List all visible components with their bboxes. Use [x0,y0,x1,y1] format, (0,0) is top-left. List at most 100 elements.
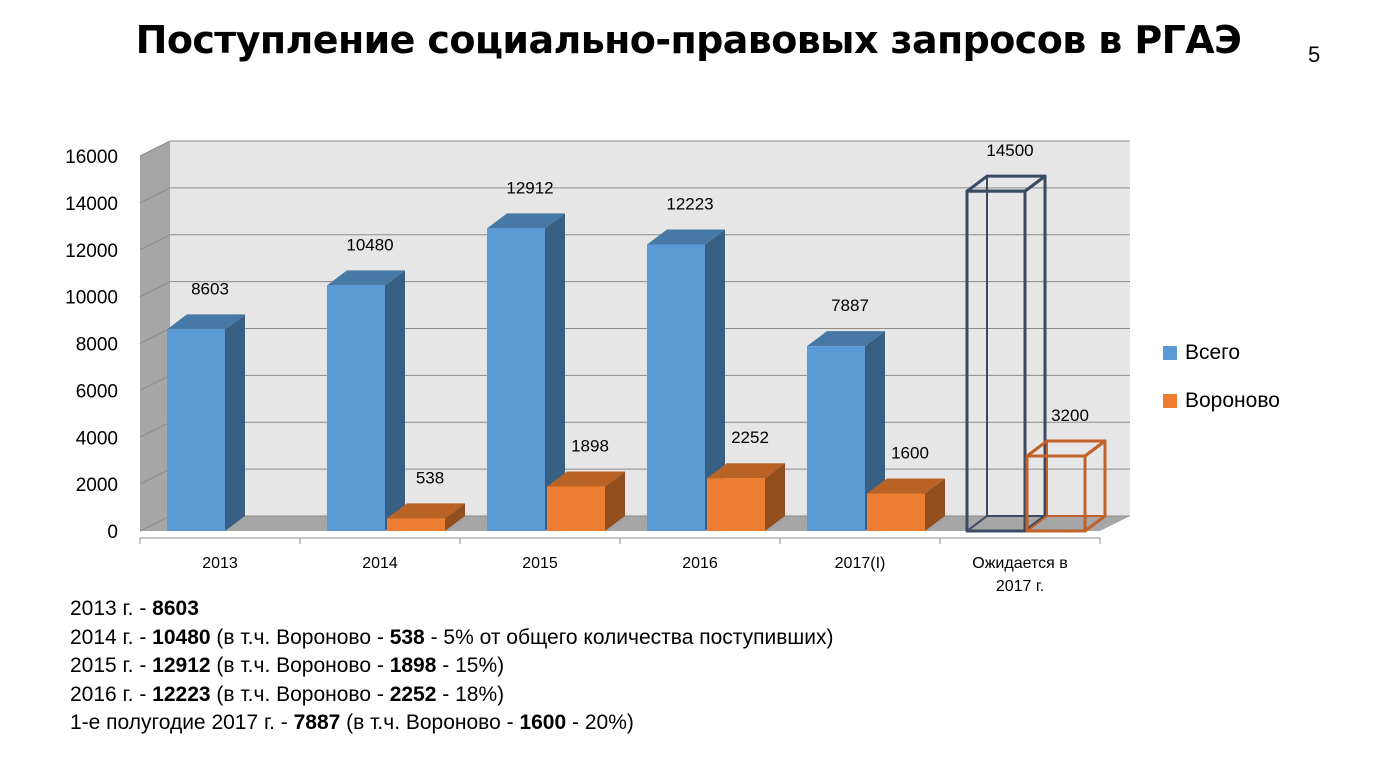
y-tick-label: 2000 [76,475,118,496]
data-label: 538 [416,468,444,487]
note-value: 2252 [389,682,437,706]
page-title: Поступление социально-правовых запросов … [135,18,1242,62]
note-line: 2015 г. - 12912 (в т.ч. Вороново - 1898 … [70,652,833,681]
floor [140,516,1130,531]
note-text: - 5% от общего количества поступивших) [424,625,834,649]
data-label: 10480 [346,235,393,254]
y-tick-label: 4000 [76,428,118,449]
bar-front [387,518,445,531]
x-tick-label: 2014 [362,555,398,572]
legend: Всего Вороново [1163,341,1280,412]
data-label: 3200 [1051,406,1089,425]
bar-front [167,329,225,531]
x-tick-label: 2015 [522,555,558,572]
legend-label: Вороново [1185,389,1280,412]
bar-voronovo [707,463,785,531]
note-text: (в т.ч. Вороново - [340,711,520,734]
gridline [139,234,1130,251]
bar-voronovo [547,471,625,531]
x-tick-label: 2013 [202,555,238,572]
note-line: 1-е полугодие 2017 г. - 7887 (в т.ч. Вор… [70,709,833,738]
y-tick-label: 6000 [76,381,118,402]
legend-label: Всего [1185,341,1240,364]
note-value: 12912 [152,654,211,677]
legend-swatch [1163,394,1177,408]
note-text: (в т.ч. Вороново - [210,682,390,706]
note-text: 2014 г. - [70,625,153,649]
x-tick-label: 2017(I) [835,555,886,572]
note-text: 2016 г. - [70,682,153,706]
bar-top [807,331,885,347]
y-tick-label: 10000 [65,288,118,309]
x-tick-label: 2016 [682,555,718,572]
note-value: 7887 [293,711,341,734]
y-tick-label: 8000 [76,335,118,356]
bar-total [487,213,565,531]
gridline [139,187,1130,204]
bar-top [387,503,465,519]
y-tick-label: 14000 [65,194,118,215]
data-label: 7887 [831,296,869,315]
bar-total [807,331,885,531]
data-label: 1898 [571,437,609,456]
bar-front [487,228,545,531]
bar-chart: 0 2000 4000 6000 8000 10000 12000 14000 16000 201… [65,140,1280,595]
note-value: 10480 [152,625,211,649]
note-text: - 18%) [436,682,505,706]
note-value: 8603 [152,597,199,620]
data-label: 12912 [506,178,553,197]
bar-side [385,270,405,531]
bar-top [647,229,725,245]
note-line: 2014 г. - 10480 (в т.ч. Вороново - 538 -… [70,624,833,653]
gridline [139,281,1130,298]
bar-top [327,270,405,286]
bar-side [765,463,785,531]
bar-side [225,314,245,531]
bar-side [605,471,625,531]
x-tick-label: Ожидается в 2017 г. [972,555,1067,595]
bar-voronovo [867,478,945,531]
note-text: 1-е полугодие 2017 г. - [70,711,294,734]
bar-side [865,331,885,531]
note-value: 1600 [519,711,567,734]
y-tick-label: 0 [107,522,118,543]
data-label: 8603 [191,279,229,298]
bar-top [707,463,785,479]
bar-front [647,244,705,531]
bar-top [867,478,945,494]
bar-side [445,503,465,531]
note-value: 12223 [152,682,211,706]
note-text: 2015 г. - [70,654,153,677]
data-label: 1600 [891,444,929,463]
note-text: (в т.ч. Вороново - [210,654,390,677]
bar-side [925,478,945,531]
bar-front [867,493,925,531]
note-text: 2013 г. - [70,597,153,620]
bar-total [327,270,405,531]
bar-total [167,314,245,531]
bar-front [547,486,605,531]
bar-top [167,314,245,330]
y-tick-label: 12000 [65,241,118,262]
y-tick-label: 16000 [65,147,118,168]
notes-block: 2013 г. - 8603 2014 г. - 10480 (в т.ч. Во… [70,595,833,738]
note-line: 2016 г. - 12223 (в т.ч. Вороново - 2252 … [70,681,833,710]
bar-front [327,285,385,531]
data-label: 12223 [666,195,713,214]
note-value: 538 [389,625,425,649]
note-text: - 20%) [566,711,634,734]
note-value: 1898 [389,654,437,677]
bar-voronovo [387,503,465,531]
bar-side [705,229,725,531]
bar-total [965,174,1047,533]
bar-top [487,213,565,229]
note-text: (в т.ч. Вороново - [210,625,390,649]
gridline [139,140,1130,157]
page-number: 5 [1308,42,1321,67]
bar-front [707,478,765,531]
bar-top [547,471,625,487]
bar-total [647,229,725,531]
note-line: 2013 г. - 8603 [70,595,833,624]
note-text: - 15%) [436,654,505,677]
data-label: 2252 [731,428,769,447]
